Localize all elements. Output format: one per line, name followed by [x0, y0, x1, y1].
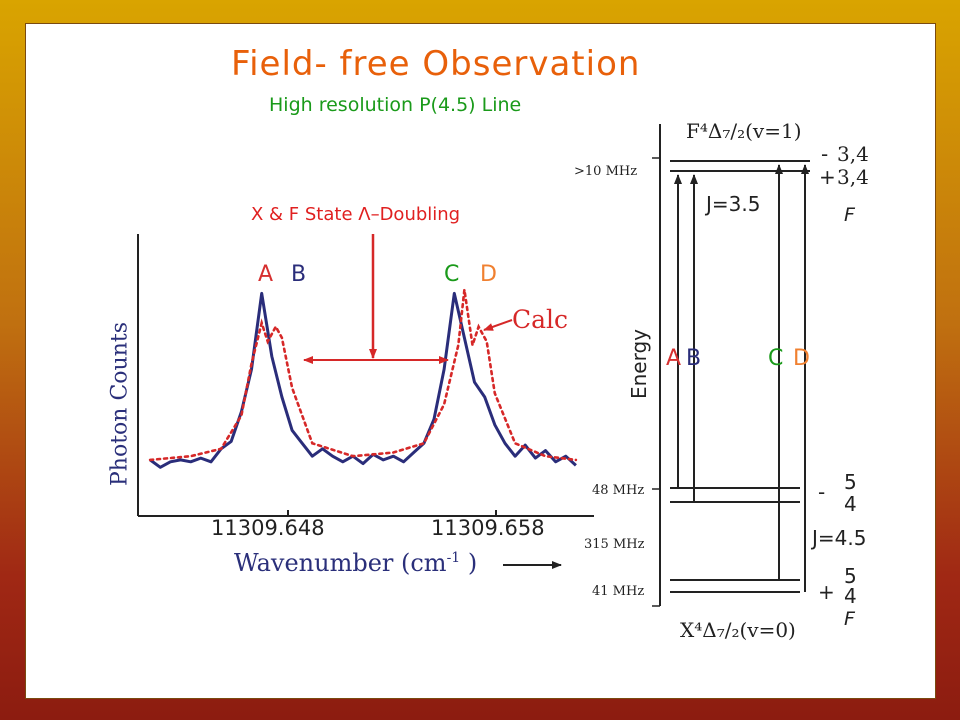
spectrum-series — [148, 289, 578, 469]
peak-label-B: B — [291, 262, 307, 287]
upper-F-plus: 3,4 — [837, 165, 869, 189]
transition-label-B: B — [686, 346, 702, 371]
peak-label-A: A — [258, 262, 274, 287]
upper-parity-plus: + — [819, 165, 836, 189]
figure-graphics — [137, 124, 810, 607]
upper-state-label: F⁴Δ₇/₂(v=1) — [686, 119, 802, 143]
lower-J-label: J=4.5 — [812, 526, 867, 550]
upper-F-minus: 3,4 — [837, 142, 869, 166]
energy-axis-label: Energy — [627, 328, 651, 400]
peak-label-C: C — [444, 262, 460, 287]
lower-F4-plus: 4 — [844, 584, 857, 608]
calc-label: Calc — [512, 305, 569, 334]
x-axis-label-exponent: -1 — [446, 550, 461, 566]
lower-state-label: X⁴Δ₇/₂(v=0) — [680, 618, 796, 642]
splitting-315: 315 MHz — [584, 537, 645, 552]
upper-J-label: J=3.5 — [706, 192, 761, 216]
lower-F5-plus: 5 — [844, 564, 857, 588]
lower-parity-plus: + — [818, 580, 835, 604]
slide-subtitle: High resolution P(4.5) Line — [269, 94, 522, 116]
lower-parity-minus: - — [818, 480, 826, 504]
doubling-label: X & F State Λ–Doubling — [251, 204, 461, 225]
splitting-41: 41 MHz — [592, 584, 645, 599]
splitting-48: 48 MHz — [592, 483, 645, 498]
lower-F4-minus: 4 — [844, 492, 857, 516]
upper-parity-minus: - — [821, 142, 829, 166]
x-axis-label: Wavenumber (cm-1 ) — [234, 549, 477, 577]
x-tick-label-2: 11309.658 — [431, 516, 545, 540]
transition-label-A: A — [666, 346, 682, 371]
peak-label-D: D — [480, 262, 497, 287]
calc-series-line — [148, 289, 578, 462]
splitting-upper: >10 MHz — [574, 164, 638, 179]
x-axis-label-text: Wavenumber (cm — [234, 549, 447, 577]
x-tick-label-1: 11309.648 — [211, 516, 325, 540]
slide-title: Field- free Observation — [231, 44, 641, 84]
slide: Field- free Observation High resolution … — [26, 24, 935, 698]
x-axis-label-end: ) — [460, 549, 478, 577]
upper-F-label: F — [844, 204, 855, 226]
transition-label-C: C — [768, 346, 784, 371]
calc-pointer-arrow — [483, 319, 513, 331]
transition-label-D: D — [793, 346, 810, 371]
y-axis-label: Photon Counts — [107, 321, 133, 487]
lower-F-label: F — [844, 608, 855, 630]
lower-F5-minus: 5 — [844, 470, 857, 494]
